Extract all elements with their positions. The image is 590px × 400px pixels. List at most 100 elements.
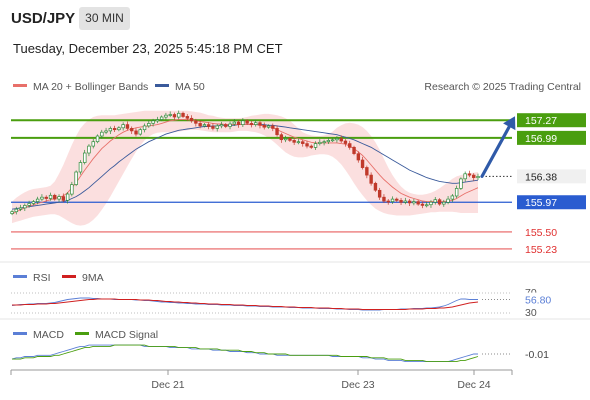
candle-body (232, 121, 237, 125)
last-price-box (517, 169, 586, 184)
candle-body (91, 141, 95, 147)
candle-body (35, 198, 40, 202)
candle-body (138, 129, 142, 135)
candle-body (151, 120, 155, 124)
candle-body (236, 121, 241, 125)
level-box-resistance-0 (517, 113, 586, 128)
rsi-value-box (518, 292, 558, 306)
candle-body (425, 204, 429, 207)
candle-body (288, 138, 292, 141)
candle-body (95, 135, 100, 143)
legend-swatch-rsi (13, 275, 27, 278)
candle-body (467, 173, 472, 176)
candle-body (437, 199, 442, 205)
legend-swatch-ma20 (13, 84, 27, 87)
candle-body (211, 126, 215, 129)
candle-body (301, 141, 305, 144)
x-tick-label-1: Dec 23 (341, 379, 374, 391)
candle-body (202, 124, 207, 127)
candle-body (142, 125, 147, 131)
legend-macd-signal: MACD Signal (95, 329, 158, 341)
candle-body (369, 174, 373, 184)
level-label-target-3: 155.50 (525, 227, 557, 239)
candle-body (155, 119, 160, 122)
candle-body (262, 124, 266, 128)
candle-body (219, 124, 224, 127)
level-label-support-2: 155.97 (525, 197, 557, 209)
candle-body (403, 200, 408, 203)
level-label-target-4: 155.23 (525, 244, 557, 256)
candle-body (296, 141, 301, 144)
candle-body (53, 194, 57, 200)
candle-body (78, 162, 83, 173)
candle-body (44, 196, 48, 199)
legend-ma50: MA 50 (175, 81, 205, 93)
candle-body (125, 124, 130, 129)
candle-body (61, 196, 66, 201)
candle-body (10, 211, 14, 214)
timeframe-badge[interactable]: 30 MIN (79, 7, 130, 30)
candle-body (147, 123, 151, 127)
candle-body (407, 200, 412, 204)
candle-body (454, 188, 459, 197)
candle-body (57, 196, 61, 200)
symbol-title: USD/JPY (11, 10, 76, 27)
candle-body (322, 141, 326, 144)
candle-body (70, 184, 74, 195)
candle-body (258, 122, 262, 126)
legend-rsi-ma: 9MA (82, 272, 104, 284)
rsi-value-label: 56.80 (525, 295, 551, 307)
candle-body (463, 173, 467, 180)
datetime-label: Tuesday, December 23, 2025 5:45:18 PM CE… (13, 41, 283, 56)
candle-body (130, 128, 134, 132)
candle-body (172, 114, 177, 118)
macd-plot: -0.01 (11, 344, 549, 363)
legend-macd: MACD (33, 329, 64, 341)
rsi-line (11, 297, 478, 311)
candle-body (159, 116, 164, 120)
candle-body (271, 125, 275, 129)
candle-body (382, 196, 386, 202)
legend-swatch-macd-signal (75, 332, 89, 335)
candle-body (18, 207, 23, 210)
candle-body (108, 128, 113, 132)
candle-body (254, 122, 258, 125)
candle-body (343, 140, 348, 144)
candle-body (399, 200, 403, 203)
level-box-resistance-1 (517, 130, 586, 145)
rsi-level-label-1: 30 (525, 307, 537, 319)
x-tick-label-2: Dec 24 (457, 379, 490, 391)
candle-body (450, 195, 455, 200)
candle-body (420, 203, 425, 206)
macd-value-label: -0.01 (525, 349, 549, 361)
candle-body (360, 159, 365, 168)
candle-body (27, 203, 31, 206)
legend-swatch-rsi-ma (62, 275, 76, 278)
candle-body (279, 134, 284, 141)
candle-body (476, 176, 480, 179)
candle-body (48, 194, 53, 199)
x-axis-ticks: Dec 21 Dec 23 Dec 24 (10, 370, 513, 391)
candle-body (168, 114, 172, 116)
macd-signal-line (12, 344, 479, 363)
candle-body (352, 146, 356, 154)
candle-body (241, 120, 245, 125)
candle-body (215, 125, 219, 129)
candle-body (309, 145, 313, 148)
candle-body (206, 124, 211, 127)
macd-line (11, 344, 478, 363)
candle-body (104, 130, 108, 133)
candle-body (386, 200, 390, 203)
candle-body (112, 128, 117, 131)
forecast-arrow-shaft (480, 121, 513, 178)
candle-body (228, 123, 232, 127)
candle-body (472, 174, 476, 178)
candle-body (74, 171, 78, 185)
level-label-resistance-0: 157.27 (525, 115, 557, 127)
candle-body (318, 141, 322, 144)
candle-body (446, 198, 450, 203)
candle-body (356, 153, 361, 161)
candle-body (40, 196, 44, 200)
rsi-plot: 703056.80 (11, 287, 558, 319)
legend-swatch-ma50 (155, 84, 169, 87)
